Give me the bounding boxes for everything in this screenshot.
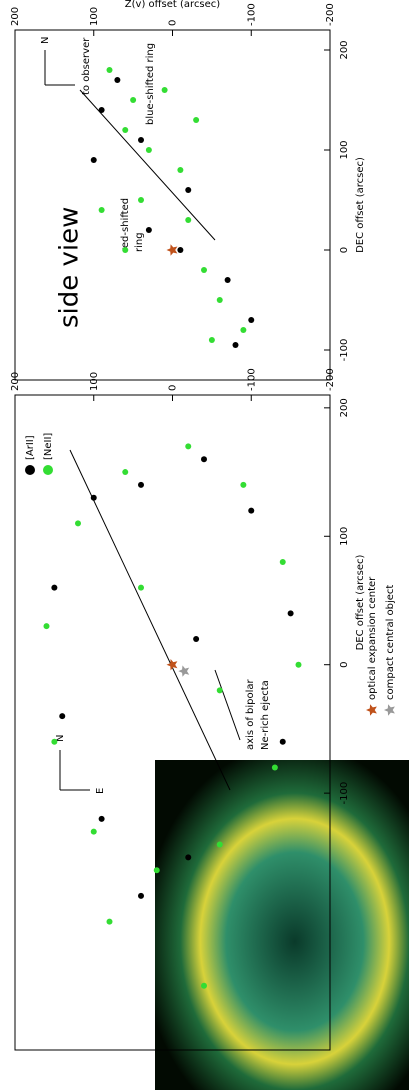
pointer [215,670,240,740]
figure: axis of bipolar Ne-rich ejecta N E side … [0,0,409,1090]
data-point [240,482,246,488]
data-point [201,456,207,462]
data-point [91,829,97,835]
data-point [248,508,254,514]
data-point [138,197,144,203]
x-tick-label: 200 [339,398,350,417]
nebula-image [155,760,409,1090]
data-point [177,247,183,253]
data-point [280,739,286,745]
data-point [193,117,199,123]
data-point [217,297,223,303]
data-point [146,147,152,153]
rotated-figure: axis of bipolar Ne-rich ejecta N E side … [10,0,409,1090]
data-point [185,443,191,449]
data-point [209,337,215,343]
data-point [185,187,191,193]
y-tick-label: 0 [168,20,179,26]
page: axis of bipolar Ne-rich ejecta N E side … [0,0,409,1090]
data-point [248,317,254,323]
x-tick-label: 0 [339,662,350,668]
annotation: ring [134,232,145,252]
legend-swatch [25,465,35,475]
legend-label: [NeII] [43,433,54,460]
annotation: axis of bipolar [245,678,256,750]
annotation: Ne-rich ejecta [260,680,271,750]
y-tick-label: 100 [89,372,100,391]
data-point [296,662,302,668]
legend-label: optical expansion center [367,576,378,700]
data-point [122,469,128,475]
data-point [75,520,81,526]
x-axis-label: DEC offset (arcsec) [355,554,366,650]
annotation: N [40,37,51,44]
y-axis-label: Z(v) offset (arcsec) [125,0,220,10]
y-tick-label: 0 [168,385,179,391]
legend-label: [ArII] [25,435,36,460]
annotation: to observer [81,37,92,95]
data-point [162,87,168,93]
data-point [44,623,50,629]
star-marker [167,659,178,670]
x-tick-label: 0 [339,247,350,253]
x-tick-label: 200 [339,40,350,59]
x-axis-label: DEC offset (arcsec) [355,157,366,253]
data-point [185,217,191,223]
data-point [272,764,278,770]
legend-swatch [43,465,53,475]
data-point [99,207,105,213]
y-tick-label: 100 [89,7,100,26]
star-marker [167,244,178,255]
y-tick-label: 200 [10,7,21,26]
data-point [201,267,207,273]
star-marker [178,665,189,676]
y-tick-label: -100 [246,3,257,26]
data-point [138,585,144,591]
data-point [185,854,191,860]
data-point [225,277,231,283]
data-point [91,495,97,501]
data-point [193,636,199,642]
data-point [107,919,113,925]
data-point [51,585,57,591]
data-point [201,983,207,989]
data-point [51,739,57,745]
data-point [177,167,183,173]
data-point [138,482,144,488]
data-point [146,227,152,233]
data-point [280,559,286,565]
x-tick-label: 100 [339,527,350,546]
data-point [138,893,144,899]
legend-swatch [366,704,377,715]
data-point [240,327,246,333]
x-tick-label: 100 [339,140,350,159]
data-point [122,247,128,253]
x-tick-label: -100 [339,339,350,362]
annotation: red-shifted [120,198,131,252]
data-point [107,67,113,73]
data-point [217,687,223,693]
x-tick-label: -100 [339,782,350,805]
data-point [122,127,128,133]
data-point [288,610,294,616]
data-point [233,342,239,348]
data-point [138,137,144,143]
data-point [99,816,105,822]
legend-swatch [384,704,395,715]
data-point [217,842,223,848]
y-tick-label: -200 [325,3,336,26]
legend-label: compact central object [385,585,396,700]
annotation: E [95,788,106,794]
panel-title: side view [55,207,85,328]
data-point [114,77,120,83]
data-point [91,157,97,163]
data-point [154,867,160,873]
annotation: blue-shifted ring [145,43,156,125]
data-point [99,107,105,113]
data-point [130,97,136,103]
data-point [59,713,65,719]
axis-line [70,450,230,790]
